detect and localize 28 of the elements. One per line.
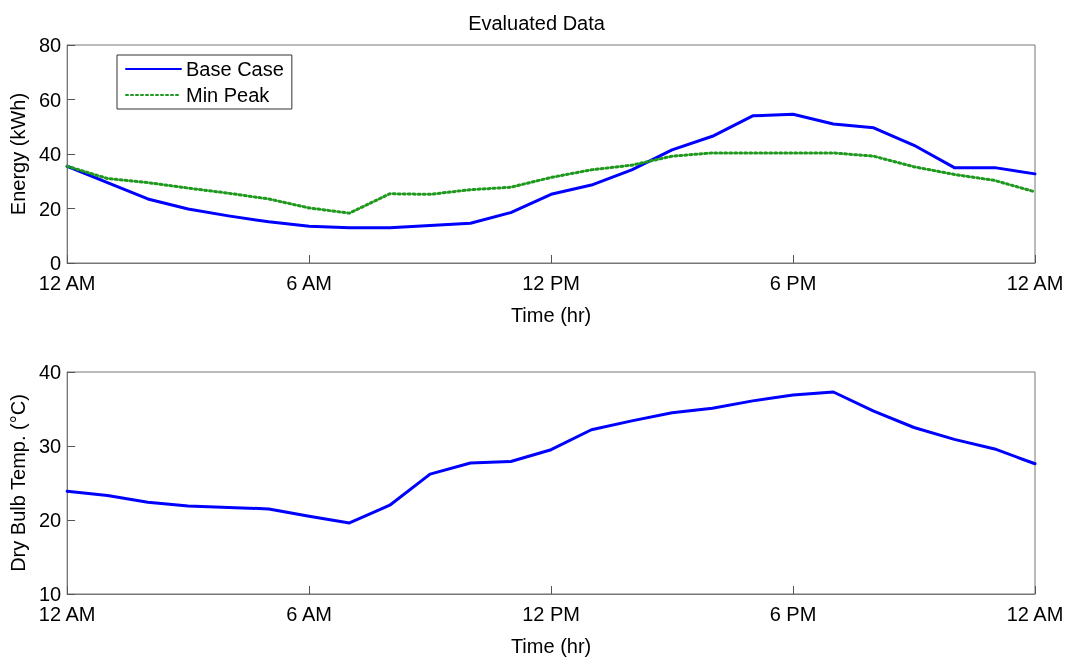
- y-axis-title: Energy (kWh): [7, 92, 29, 216]
- x-tick-label: 12 AM: [38, 603, 96, 625]
- y-tick-label: 30: [38, 435, 62, 457]
- x-tick-label: 6 PM: [769, 272, 817, 294]
- chart-title: Evaluated Data: [468, 12, 606, 34]
- line-series: [65, 151, 1037, 215]
- x-tick-label: 6 AM: [286, 272, 332, 294]
- x-tick-label: 12 AM: [1006, 603, 1064, 625]
- x-tick-label: 6 PM: [769, 603, 817, 625]
- legend-label: Base Case: [186, 58, 284, 80]
- x-axis-title: Time (hr): [510, 304, 592, 326]
- x-tick-label: 6 AM: [286, 603, 332, 625]
- line-series: [65, 390, 1037, 525]
- x-axis-title: Time (hr): [510, 635, 592, 657]
- y-tick-label: 0: [50, 252, 62, 274]
- x-tick-label: 12 AM: [1006, 272, 1064, 294]
- y-tick-label: 40: [38, 143, 62, 165]
- y-tick-label: 40: [38, 361, 62, 383]
- y-tick-label: 20: [38, 509, 62, 531]
- y-axis-title: Dry Bulb Temp. (°C): [7, 394, 29, 572]
- legend-label: Min Peak: [186, 84, 271, 106]
- y-tick-label: 80: [38, 34, 62, 56]
- y-tick-label: 60: [38, 88, 62, 111]
- y-tick-label: 20: [38, 197, 62, 220]
- x-tick-label: 12 PM: [522, 603, 580, 625]
- x-tick-label: 12 PM: [522, 272, 580, 294]
- y-tick-label: 10: [38, 583, 62, 605]
- x-tick-label: 12 AM: [38, 272, 96, 294]
